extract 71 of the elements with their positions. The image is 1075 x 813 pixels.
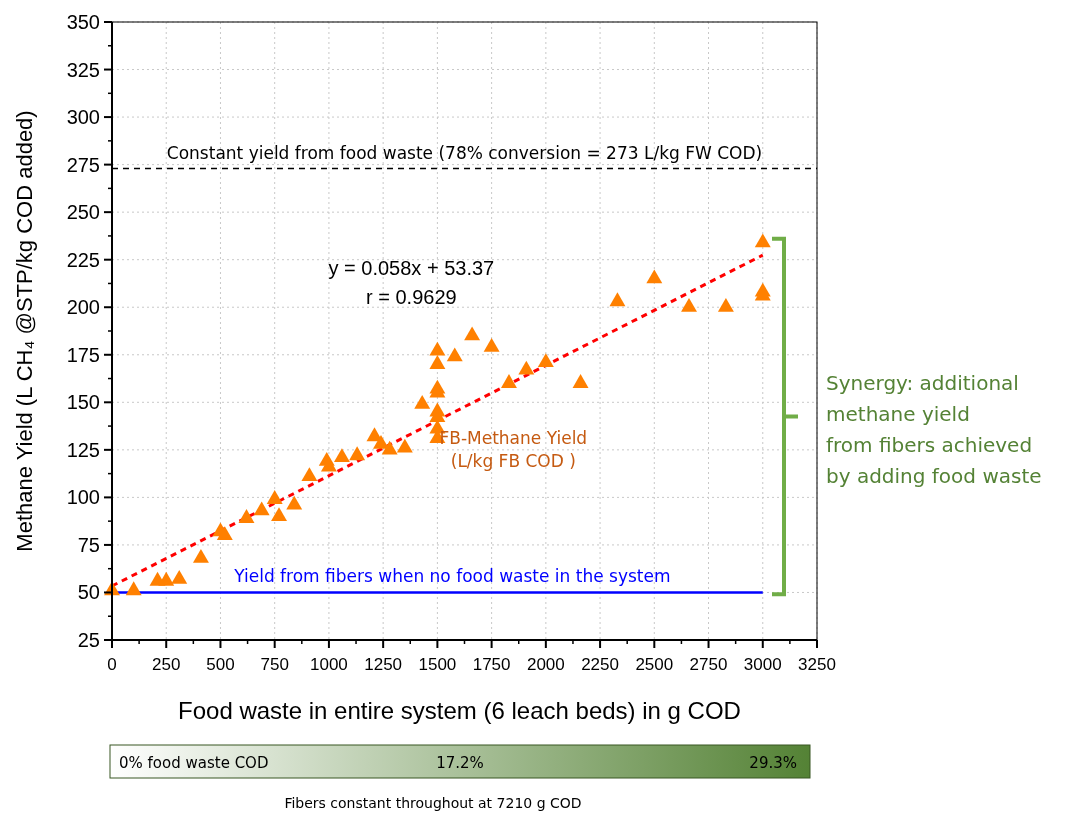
- y-tick-label: 50: [77, 581, 100, 604]
- x-tick-label: 2750: [689, 655, 728, 674]
- x-tick-label: 1750: [472, 655, 511, 674]
- point: [518, 360, 535, 375]
- x-tick-label: 2500: [635, 655, 674, 674]
- y-tick-label: 150: [66, 391, 100, 414]
- y-tick-label: 300: [66, 106, 100, 129]
- point: [381, 440, 398, 455]
- y-tick-label: 75: [77, 533, 100, 556]
- point: [373, 434, 389, 449]
- text: 17.2%: [436, 754, 484, 772]
- point: [158, 571, 175, 586]
- point: [266, 490, 283, 504]
- point: [333, 448, 350, 463]
- annotation: y = 0.058x + 53.37: [328, 256, 495, 279]
- point: [717, 298, 734, 312]
- x-tick-label: 0: [107, 655, 117, 674]
- point: [216, 526, 233, 541]
- point: [609, 292, 626, 307]
- x-tick-label: 1500: [418, 655, 457, 674]
- x-axis-title: Food waste in entire system (6 leach beds) in g COD: [178, 697, 741, 724]
- ref-line-label: Constant yield from food waste (78% conversion = 273 L/kg FW COD): [166, 143, 763, 164]
- point: [429, 355, 446, 369]
- point: [253, 501, 270, 516]
- y-axis-title: Methane Yield (L CH₄ @STP/kg COD added): [12, 110, 37, 552]
- y-tick-label: 200: [66, 296, 100, 319]
- point: [171, 569, 188, 584]
- y-tick-label: 350: [66, 11, 100, 33]
- point: [414, 395, 431, 409]
- y-tick-label: 125: [66, 438, 100, 461]
- point: [681, 298, 697, 312]
- point: [271, 507, 287, 521]
- x-tick-label: 3250: [798, 655, 836, 674]
- point: [192, 549, 209, 563]
- point: [483, 337, 500, 352]
- x-tick-label: 1000: [310, 655, 348, 674]
- x-tick-label: 750: [260, 655, 289, 674]
- y-tick-label: 325: [66, 58, 100, 81]
- point: [501, 374, 517, 388]
- point: [646, 269, 663, 284]
- point: [429, 341, 446, 356]
- text: Fibers constant throughout at 7210 g COD: [284, 795, 582, 811]
- point: [349, 446, 366, 461]
- point: [754, 233, 771, 248]
- point: [125, 581, 142, 596]
- y-tick-label: 25: [77, 629, 100, 651]
- point: [286, 495, 303, 510]
- x-tick-label: 250: [152, 655, 181, 674]
- x-tick-label: 2250: [581, 655, 619, 674]
- point: [238, 509, 255, 523]
- point: [537, 353, 554, 367]
- x-tick-label: 3000: [743, 655, 782, 674]
- x-tick-label: 500: [206, 655, 235, 674]
- annotation: r = 0.9629: [366, 285, 457, 308]
- y-tick-label: 250: [66, 201, 100, 224]
- series-label: FB-Methane Yield (L/kg FB COD ): [439, 428, 588, 472]
- y-tick-label: 225: [66, 248, 100, 271]
- y-tick-label: 275: [66, 153, 100, 176]
- y-tick-label: 100: [66, 486, 100, 509]
- point: [301, 467, 318, 482]
- point: [464, 326, 481, 341]
- x-tick-label: 2000: [526, 655, 565, 674]
- x-tick-label: 1250: [364, 655, 403, 674]
- point: [446, 347, 463, 362]
- text: 29.3%: [749, 754, 797, 772]
- series-label: Yield from fibers when no food waste in the system: [233, 566, 671, 587]
- point: [572, 374, 589, 388]
- text: 0% food waste COD: [119, 754, 269, 772]
- y-tick-label: 175: [66, 343, 100, 366]
- text: Synergy: additional methane yield from fibers achieved by adding food waste: [826, 371, 1042, 488]
- point: [396, 438, 413, 453]
